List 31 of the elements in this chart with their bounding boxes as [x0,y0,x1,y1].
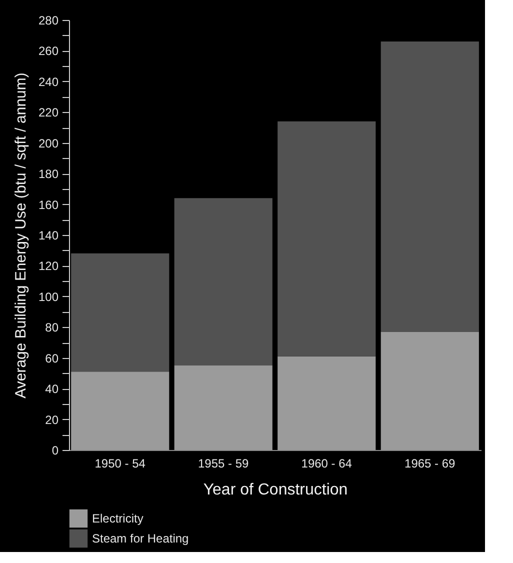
y-axis-title: Average Building Energy Use (btu / sqft / annum) [12,72,30,398]
bar [278,356,376,450]
y-tick-label: 140 [38,228,59,242]
x-tick-label: 1955 - 59 [198,456,250,470]
bar [380,332,479,450]
legend-label: Electricity [92,512,144,526]
y-tick-label: 180 [38,167,59,182]
x-tick-label: 1950 - 54 [94,456,146,470]
y-tick-label: 100 [38,290,59,304]
bar [174,366,272,450]
y-tick-label: 0 [52,444,59,458]
y-tick-label: 120 [38,259,59,274]
y-tick-label: 260 [38,44,59,58]
y-tick-label: 160 [38,198,59,212]
y-tick-label: 80 [45,320,59,335]
x-tick-label: 1960 - 64 [301,456,352,470]
bar [174,198,272,366]
y-tick-label: 240 [38,74,59,89]
bar [278,121,376,356]
y-tick-label: 20 [45,412,59,427]
y-tick-label: 60 [45,351,59,366]
x-axis-title: Year of Construction [203,482,348,498]
y-tick-label: 280 [38,14,59,28]
bar [380,42,479,332]
legend-label: Steam for Heating [92,532,189,546]
y-tick-label: 40 [45,382,59,396]
x-tick-label: 1965 - 69 [404,456,456,470]
y-tick-label: 220 [38,106,59,120]
bar [71,372,170,450]
y-tick-label: 200 [38,136,59,150]
bar [71,253,170,372]
